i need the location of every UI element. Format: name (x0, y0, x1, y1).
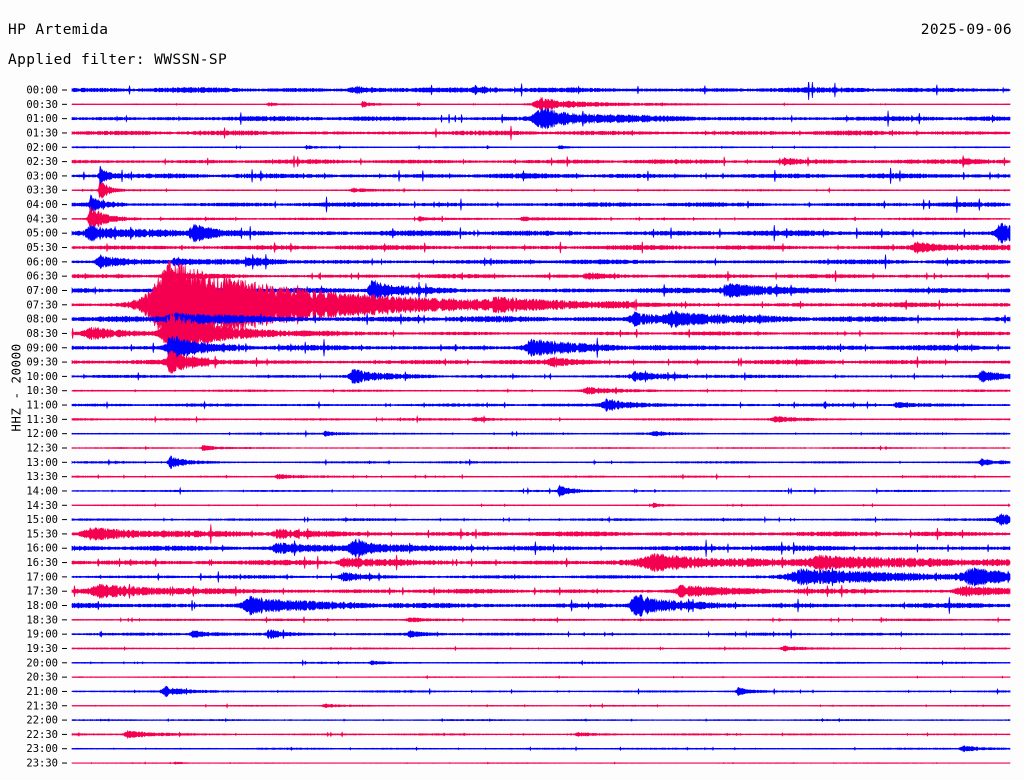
row-time-label: 04:00 (26, 199, 58, 211)
helicorder-trace-area: 00:00 00:30 01:00 01:30 02:00 02:30 03:00 03:30… (0, 82, 1024, 772)
station-name: HP Artemida (8, 22, 109, 38)
row-time-label: 14:00 (26, 485, 58, 497)
row-time-label: 14:30 (26, 500, 58, 512)
row-time-label: 01:00 (26, 113, 58, 125)
row-time-label: 18:30 (26, 614, 58, 626)
row-time-label: 07:00 (26, 285, 58, 297)
row-time-label: 22:30 (26, 729, 58, 741)
applied-filter-label: Applied filter: WWSSN-SP (8, 52, 228, 68)
row-time-label: 10:00 (26, 371, 58, 383)
row-time-label: 03:00 (26, 170, 58, 182)
row-time-label: 11:30 (26, 414, 58, 426)
row-time-label: 11:00 (26, 400, 58, 412)
row-time-label: 20:30 (26, 672, 58, 684)
row-time-label: 15:00 (26, 514, 58, 526)
row-time-label: 07:30 (26, 299, 58, 311)
row-time-label: 13:30 (26, 471, 58, 483)
row-time-label: 10:30 (26, 385, 58, 397)
row-time-label: 02:00 (26, 142, 58, 154)
row-time-label: 12:30 (26, 443, 58, 455)
row-time-label: 05:30 (26, 242, 58, 254)
row-time-label: 16:00 (26, 543, 58, 555)
row-time-label: 23:30 (26, 758, 58, 770)
row-time-label: 20:00 (26, 657, 58, 669)
row-time-label: 00:30 (26, 99, 58, 111)
row-time-label: 21:30 (26, 700, 58, 712)
row-time-label: 04:30 (26, 213, 58, 225)
row-time-label: 23:00 (26, 743, 58, 755)
row-time-label: 13:00 (26, 457, 58, 469)
row-time-label: 17:00 (26, 571, 58, 583)
row-time-label: 08:30 (26, 328, 58, 340)
row-time-label: 05:00 (26, 228, 58, 240)
row-time-label: 00:00 (26, 85, 58, 97)
row-time-label: 18:00 (26, 600, 58, 612)
row-time-label: 06:30 (26, 271, 58, 283)
row-time-label: 21:00 (26, 686, 58, 698)
row-time-label: 16:30 (26, 557, 58, 569)
row-time-label: 01:30 (26, 127, 58, 139)
row-time-label: 22:00 (26, 715, 58, 727)
row-time-label: 09:30 (26, 357, 58, 369)
row-time-label: 03:30 (26, 185, 58, 197)
row-time-label: 08:00 (26, 314, 58, 326)
row-time-label: 09:00 (26, 342, 58, 354)
row-time-label: 12:00 (26, 428, 58, 440)
row-time-label: 15:30 (26, 528, 58, 540)
seismogram-svg: 00:00 00:30 01:00 01:30 02:00 02:30 03:00 03:30… (26, 82, 1011, 770)
row-time-label: 06:00 (26, 256, 58, 268)
row-time-label: 19:00 (26, 629, 58, 641)
row-time-label: 02:30 (26, 156, 58, 168)
row-time-label: 17:30 (26, 586, 58, 598)
row-time-label: 19:30 (26, 643, 58, 655)
date-label: 2025-09-06 (920, 22, 1012, 38)
